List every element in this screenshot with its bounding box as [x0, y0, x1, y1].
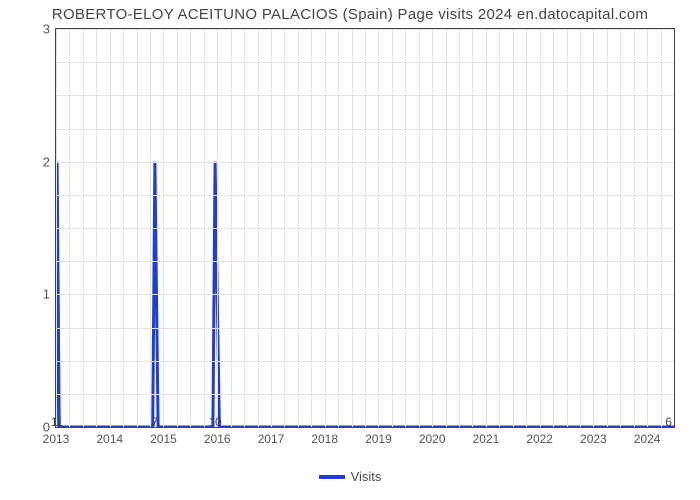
y-tick-label: 3 — [30, 22, 50, 37]
x-tick-label: 2020 — [419, 432, 446, 446]
x-tick-label: 2017 — [258, 432, 285, 446]
x-tick-label: 2016 — [204, 432, 231, 446]
x-tick-label: 2015 — [150, 432, 177, 446]
chart-title: ROBERTO-ELOY ACEITUNO PALACIOS (Spain) P… — [0, 6, 700, 23]
x-tick-label: 2021 — [473, 432, 500, 446]
gridline-horizontal — [56, 95, 674, 96]
gridline-horizontal — [56, 195, 674, 196]
gridline-horizontal — [56, 328, 674, 329]
x-tick-label: 2023 — [580, 432, 607, 446]
plot-area — [55, 28, 675, 428]
gridline-horizontal — [56, 361, 674, 362]
legend-label: Visits — [351, 469, 382, 484]
data-point-label: 6 — [665, 415, 672, 429]
gridline-horizontal — [56, 162, 674, 163]
legend: Visits — [0, 468, 700, 484]
gridline-horizontal — [56, 228, 674, 229]
gridline-horizontal — [56, 394, 674, 395]
gridline-horizontal — [56, 29, 674, 30]
x-tick-label: 2014 — [96, 432, 123, 446]
gridline-horizontal — [56, 294, 674, 295]
x-tick-label: 2019 — [365, 432, 392, 446]
gridline-horizontal — [56, 427, 674, 428]
y-tick-label: 2 — [30, 154, 50, 169]
data-point-label: 11 — [51, 415, 63, 429]
chart-container: { "chart": { "type": "line", "title": "R… — [0, 0, 700, 500]
gridline-horizontal — [56, 261, 674, 262]
gridline-horizontal — [56, 62, 674, 63]
y-tick-label: 1 — [30, 287, 50, 302]
x-tick-label: 2018 — [311, 432, 338, 446]
x-tick-label: 2022 — [526, 432, 553, 446]
data-point-label: 10 — [208, 415, 221, 429]
data-point-label: 7 — [152, 415, 159, 429]
legend-swatch — [319, 475, 345, 479]
x-tick-label: 2013 — [43, 432, 70, 446]
gridline-horizontal — [56, 129, 674, 130]
x-tick-label: 2024 — [634, 432, 661, 446]
